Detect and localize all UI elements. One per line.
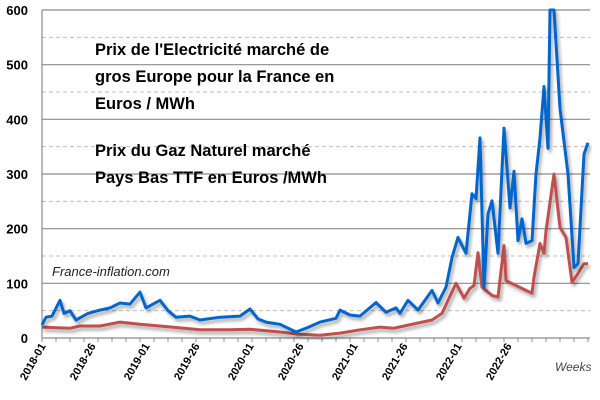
legend-gas-line-2: Pays Bas TTF en Euros /MWh — [95, 169, 327, 187]
series-lines — [40, 8, 590, 337]
watermark: France-inflation.com — [52, 264, 170, 279]
legend: Prix de l'Electricité marché de gros Eur… — [65, 41, 334, 187]
x-tick-label: 2019-01 — [122, 342, 153, 383]
legend-electricity-line-1: Prix de l'Electricité marché de — [95, 41, 329, 59]
series-line-gas — [41, 172, 588, 337]
x-tick-label: 2018-26 — [68, 342, 99, 383]
x-tick-label: 2018-01 — [18, 342, 49, 383]
y-tick-label: 400 — [6, 112, 28, 127]
x-tick-label: 2022-01 — [434, 342, 465, 383]
x-tick-label: 2021-26 — [380, 342, 411, 383]
x-tick-label: 2020-26 — [276, 342, 307, 383]
gridlines — [42, 9, 590, 312]
x-tick-label: 2019-26 — [172, 342, 203, 383]
series-line-electricity — [40, 8, 590, 334]
y-tick-label: 600 — [6, 3, 28, 18]
x-axis-label: Weeks — [555, 360, 591, 374]
y-tick-label: 500 — [6, 58, 28, 73]
y-tick-label: 0 — [21, 331, 28, 346]
y-tick-label: 100 — [6, 276, 28, 291]
y-tick-label: 200 — [6, 222, 28, 237]
y-tick-label: 300 — [6, 167, 28, 182]
legend-electricity-line-3: Euros / MWh — [95, 95, 195, 113]
x-tick-label: 2021-01 — [330, 342, 361, 383]
x-tick-label: 2020-01 — [226, 342, 257, 383]
legend-electricity-line-2: gros Europe pour la France en — [95, 68, 334, 86]
legend-gas-line-1: Prix du Gaz Naturel marché — [95, 142, 311, 160]
x-tick-label: 2022-26 — [484, 342, 515, 383]
